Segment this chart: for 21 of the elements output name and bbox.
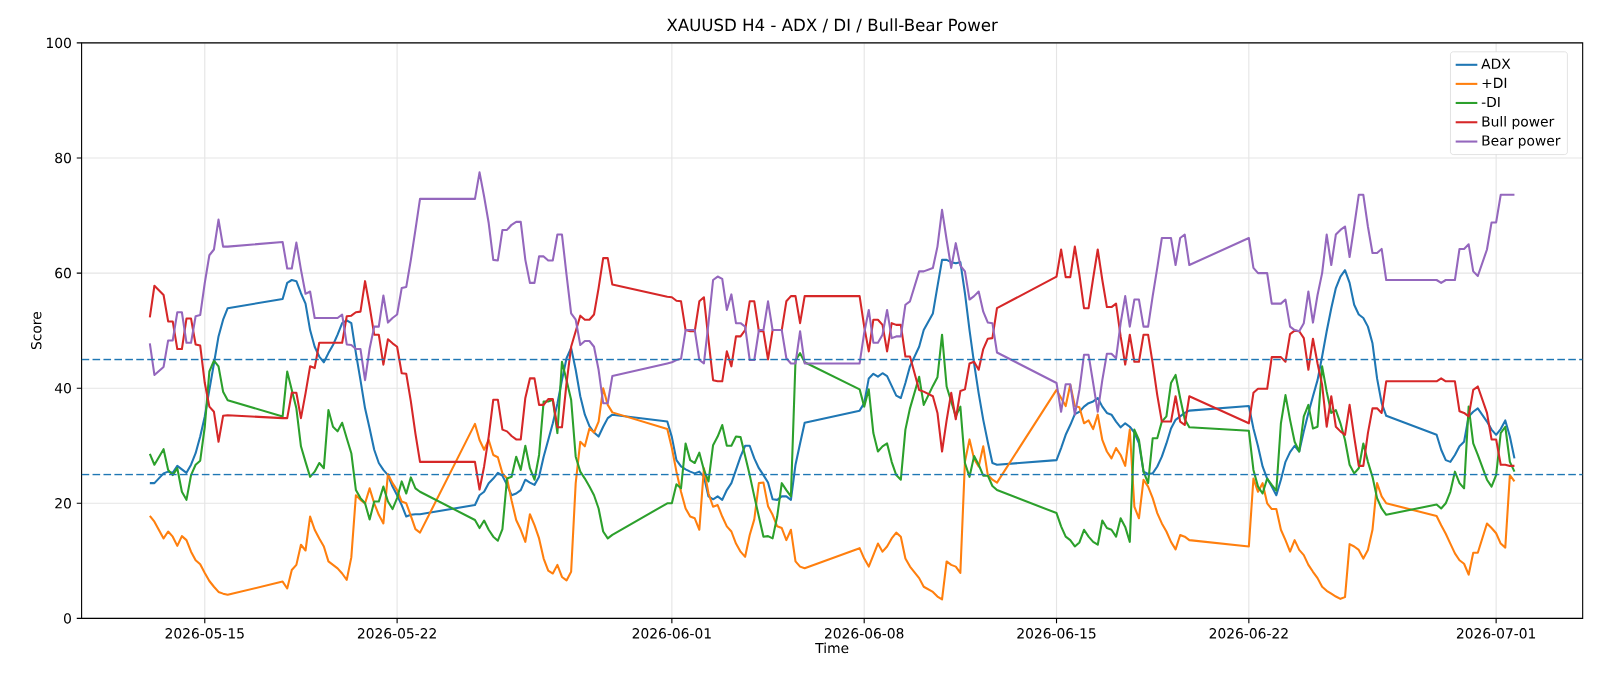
x-tick-label: 2026-05-22: [357, 628, 436, 639]
legend-label: +DI: [1482, 77, 1507, 88]
y-tick-label: 100: [46, 37, 71, 49]
x-tick-label: 2026-05-15: [165, 628, 244, 639]
x-tick-label: 2026-06-01: [632, 628, 711, 639]
y-tick-label: 20: [55, 498, 71, 509]
legend-label: Bull power: [1482, 115, 1555, 130]
legend-label: -DI: [1481, 96, 1500, 107]
x-tick-label: 2026-06-22: [1209, 628, 1288, 639]
x-tick-label: 2026-06-08: [825, 628, 904, 639]
y-tick-label: 60: [55, 267, 71, 279]
y-tick-label: 80: [55, 152, 71, 164]
y-axis-title: Score: [31, 311, 42, 350]
legend-label: ADX: [1481, 58, 1511, 69]
chart-title: XAUUSD H4 - ADX / DI / Bull-Bear Power: [666, 18, 998, 33]
y-tick-label: 0: [63, 613, 71, 624]
x-tick-label: 2026-06-15: [1017, 628, 1096, 639]
x-axis-title: Time: [815, 642, 849, 654]
y-tick-label: 40: [54, 382, 71, 394]
legend-label: Bear power: [1482, 135, 1561, 149]
x-tick-label: 2026-07-01: [1456, 628, 1536, 639]
